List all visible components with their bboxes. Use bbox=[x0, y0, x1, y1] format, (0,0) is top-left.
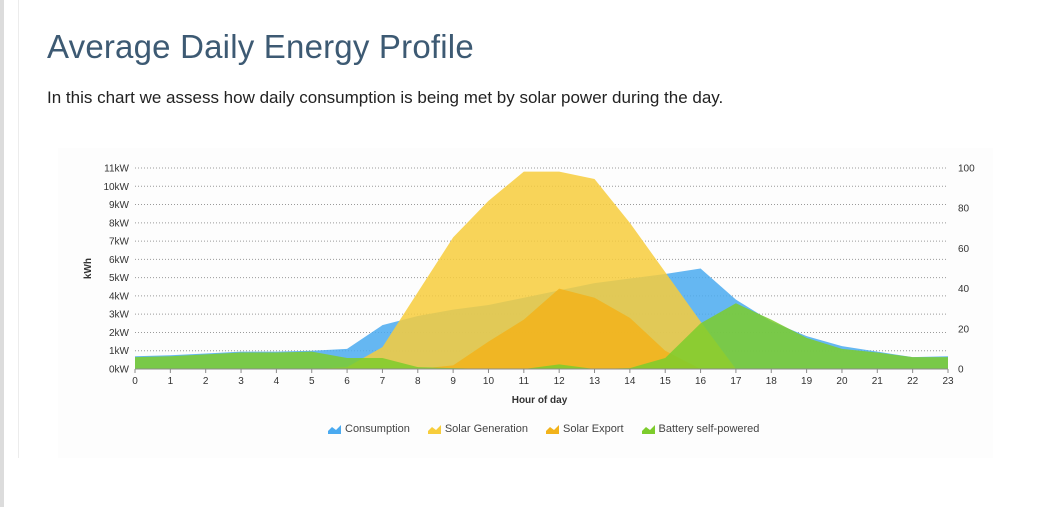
x-tick-label: 3 bbox=[238, 376, 244, 387]
page-title: Average Daily Energy Profile bbox=[47, 28, 474, 65]
y2-tick-label: 20 bbox=[958, 324, 970, 335]
y-tick-label: 7kW bbox=[109, 237, 130, 248]
x-tick-label: 11 bbox=[519, 376, 530, 387]
x-tick-label: 8 bbox=[415, 376, 421, 387]
area-series-icon bbox=[641, 424, 655, 434]
x-tick-label: 10 bbox=[483, 376, 495, 387]
x-tick-label: 0 bbox=[132, 376, 138, 387]
x-tick-label: 22 bbox=[907, 376, 919, 387]
y-tick-label: 11kW bbox=[104, 164, 129, 175]
x-tick-label: 17 bbox=[730, 376, 742, 387]
page-left-border bbox=[0, 0, 4, 507]
x-tick-label: 6 bbox=[344, 376, 350, 387]
x-tick-label: 15 bbox=[660, 376, 672, 387]
x-tick-label: 5 bbox=[309, 376, 315, 387]
y2-tick-label: 0 bbox=[958, 365, 964, 376]
y2-tick-label: 40 bbox=[958, 284, 970, 295]
y-tick-label: 3kW bbox=[109, 310, 130, 321]
x-tick-label: 21 bbox=[872, 376, 884, 387]
y-tick-label: 8kW bbox=[109, 218, 130, 229]
x-tick-label: 13 bbox=[589, 376, 601, 387]
y2-tick-label: 80 bbox=[958, 204, 970, 215]
y-tick-label: 0kW bbox=[109, 365, 130, 376]
y-tick-label: 1kW bbox=[109, 346, 130, 357]
area-series-icon bbox=[427, 424, 441, 434]
y-tick-label: 2kW bbox=[109, 328, 130, 339]
y-axis-title: kWh bbox=[83, 258, 94, 279]
card-left-edge bbox=[18, 0, 19, 458]
legend-label: Battery self-powered bbox=[658, 423, 760, 435]
area-series-icon bbox=[546, 424, 559, 434]
legend-label: Solar Generation bbox=[444, 423, 528, 435]
y-tick-label: 5kW bbox=[109, 273, 130, 284]
x-tick-label: 16 bbox=[695, 376, 707, 387]
x-tick-label: 18 bbox=[766, 376, 778, 387]
y2-tick-label: 100 bbox=[958, 164, 975, 175]
x-tick-label: 12 bbox=[554, 376, 566, 387]
x-tick-label: 4 bbox=[274, 376, 280, 387]
y-tick-label: 6kW bbox=[109, 255, 130, 266]
legend-item-solar-generation[interactable]: Solar Generation bbox=[427, 423, 528, 435]
page-subtitle: In this chart we assess how daily consum… bbox=[47, 88, 724, 107]
y-tick-label: 10kW bbox=[103, 182, 129, 193]
x-axis-title: Hour of day bbox=[512, 395, 568, 406]
area-solar-generation bbox=[135, 171, 948, 369]
x-tick-label: 20 bbox=[836, 376, 848, 387]
axes: 0kW1kW2kW3kW4kW5kW6kW7kW8kW9kW10kW11kW02… bbox=[103, 164, 975, 388]
area-series-icon bbox=[328, 424, 341, 434]
energy-profile-chart: 0kW1kW2kW3kW4kW5kW6kW7kW8kW9kW10kW11kW02… bbox=[83, 164, 975, 407]
x-tick-label: 7 bbox=[380, 376, 386, 387]
y-tick-label: 9kW bbox=[109, 200, 130, 211]
area-solar-export bbox=[135, 288, 948, 369]
y2-tick-label: 60 bbox=[958, 244, 970, 255]
x-tick-label: 1 bbox=[168, 376, 174, 387]
x-tick-label: 23 bbox=[942, 376, 954, 387]
x-tick-label: 14 bbox=[624, 376, 636, 387]
y-tick-label: 4kW bbox=[109, 291, 130, 302]
x-tick-label: 2 bbox=[203, 376, 209, 387]
area-battery-self-powered bbox=[135, 303, 948, 369]
legend-item-battery-self-powered[interactable]: Battery self-powered bbox=[641, 423, 760, 435]
legend-label: Solar Export bbox=[563, 423, 624, 435]
chart-legend: Consumption Solar Generation Solar Expor… bbox=[328, 422, 759, 436]
legend-item-solar-export[interactable]: Solar Export bbox=[546, 423, 624, 435]
x-tick-label: 19 bbox=[801, 376, 813, 387]
legend-label: Consumption bbox=[345, 423, 410, 435]
series-areas bbox=[134, 171, 949, 370]
legend-item-consumption[interactable]: Consumption bbox=[328, 423, 410, 435]
x-tick-label: 9 bbox=[450, 376, 456, 387]
